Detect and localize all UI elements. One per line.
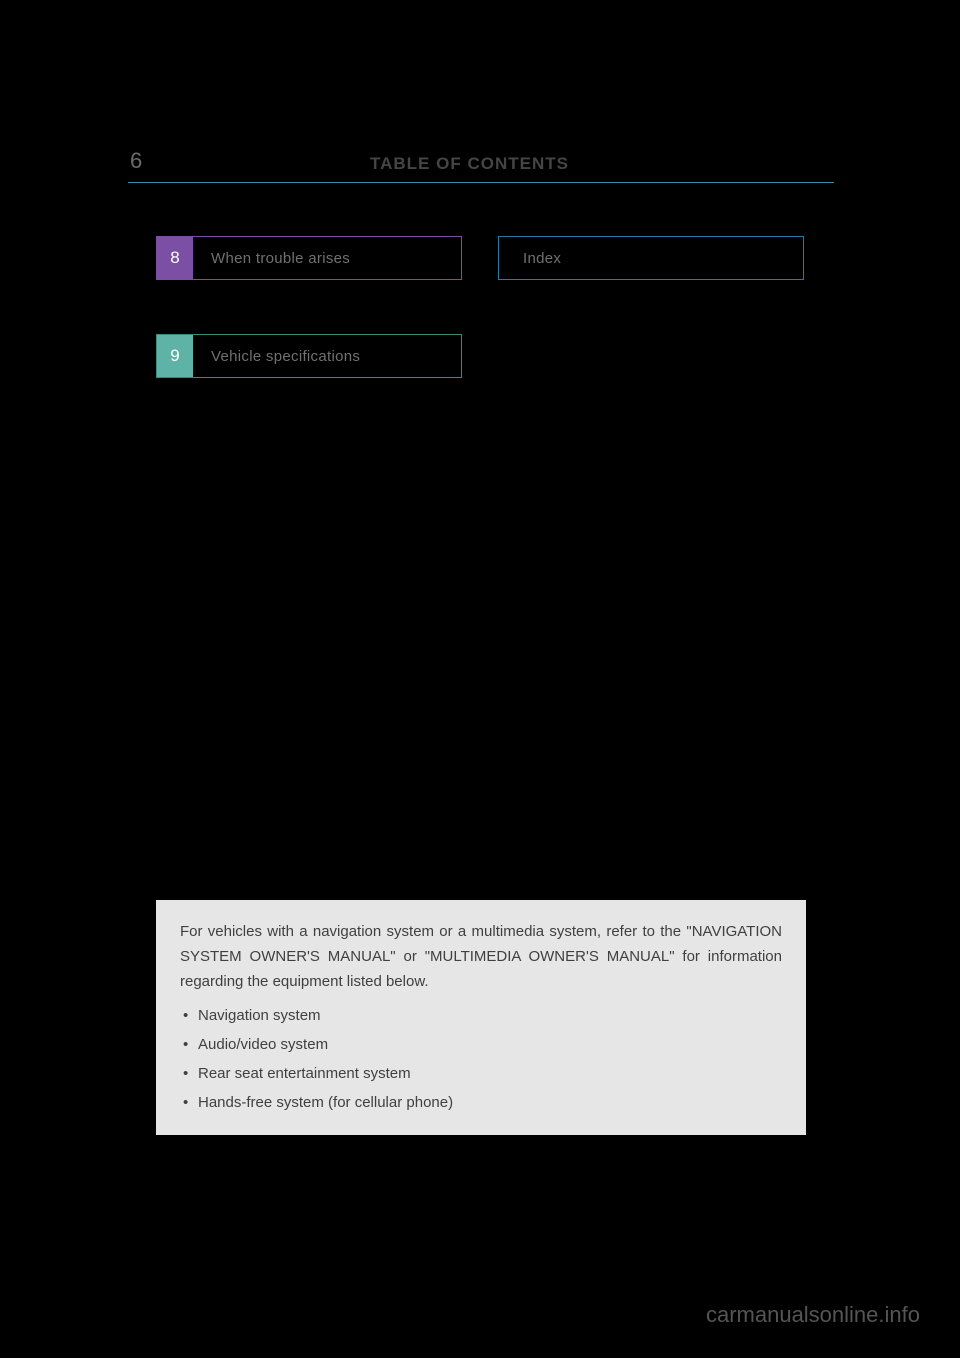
section-8-header: 8 When trouble arises bbox=[156, 236, 462, 280]
index-label: Index bbox=[499, 237, 803, 279]
info-item-3: Hands-free system (for cellular phone) bbox=[180, 1091, 782, 1116]
section-9-number: 9 bbox=[157, 335, 193, 377]
watermark: carmanualsonline.info bbox=[706, 1302, 920, 1328]
main-content: 8 When trouble arises Index 9 Vehicle sp… bbox=[156, 236, 806, 378]
section-8-label: When trouble arises bbox=[193, 237, 461, 279]
page-number: 6 bbox=[130, 148, 142, 174]
index-header: Index bbox=[498, 236, 804, 280]
info-box: For vehicles with a navigation system or… bbox=[156, 900, 806, 1135]
top-row: 8 When trouble arises Index bbox=[156, 236, 806, 280]
page-container: 6 TABLE OF CONTENTS 8 When trouble arise… bbox=[0, 0, 960, 1358]
section-8-number: 8 bbox=[157, 237, 193, 279]
title-underline bbox=[128, 182, 834, 183]
section-9-label: Vehicle specifications bbox=[193, 335, 461, 377]
info-paragraph: For vehicles with a navigation system or… bbox=[180, 920, 782, 994]
index-column: Index bbox=[498, 236, 804, 280]
section-9-column: 9 Vehicle specifications bbox=[156, 334, 806, 378]
info-item-0: Navigation system bbox=[180, 1004, 782, 1029]
section-8-column: 8 When trouble arises bbox=[156, 236, 462, 280]
info-list: Navigation system Audio/video system Rea… bbox=[180, 1004, 782, 1115]
section-9-header: 9 Vehicle specifications bbox=[156, 334, 462, 378]
info-item-1: Audio/video system bbox=[180, 1033, 782, 1058]
info-item-2: Rear seat entertainment system bbox=[180, 1062, 782, 1087]
page-title: TABLE OF CONTENTS bbox=[370, 154, 569, 174]
